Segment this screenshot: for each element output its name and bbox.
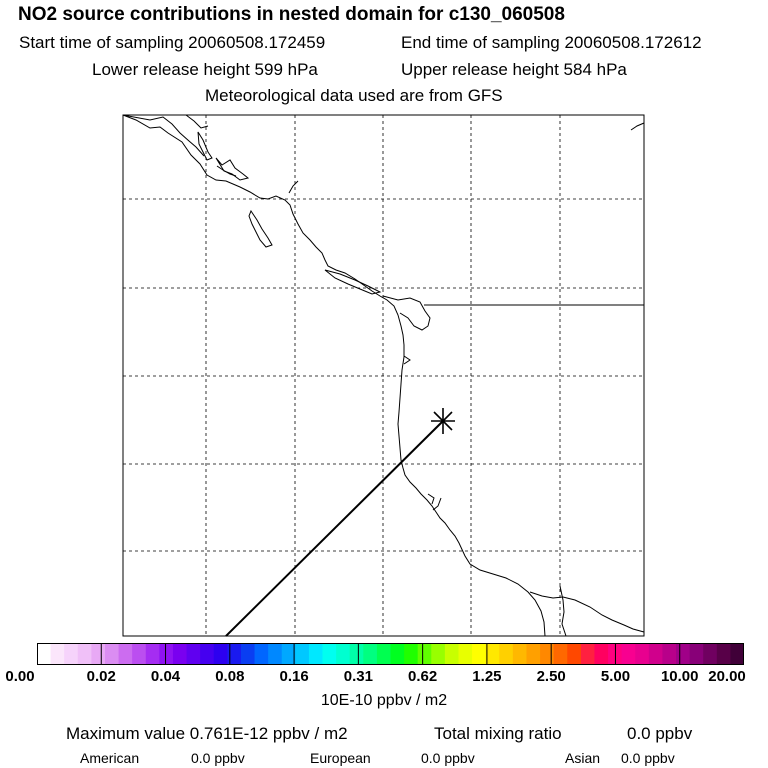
colorbar-swatch [648,643,664,665]
colorbar-swatch [104,643,120,665]
colorbar-swatch [254,643,269,665]
colorbar-swatch [716,643,732,665]
colorbar-swatch [268,643,283,665]
colorbar-swatch [336,643,351,665]
colorbar-swatch [281,643,296,665]
colorbar-swatch [499,643,514,665]
colorbar-tick-label: 0.62 [408,668,438,685]
page-title: NO2 source contributions in nested domai… [18,4,565,25]
colorbar-swatch [417,643,432,665]
start-sampling-text: Start time of sampling 20060508.172459 [19,33,326,52]
colorbar [37,643,744,665]
colorbar-swatch [512,643,528,665]
colorbar-swatch [540,643,555,665]
colorbar-swatch [37,643,52,665]
colorbar-swatch [349,643,364,665]
colorbar-swatch [227,643,242,665]
coastline [122,114,645,637]
colorbar-swatch [172,643,188,665]
total-mixing-value: 0.0 ppbv [627,724,693,743]
colorbar-swatch [676,643,691,665]
colorbar-tick-label: 0.31 [343,668,373,685]
european-label: European [310,750,371,766]
european-value: 0.0 ppbv [421,750,475,766]
colorbar-tick-label: 2.50 [536,668,566,685]
colorbar-swatch [64,643,79,665]
colorbar-tick-label: 10.00 [660,668,699,685]
colorbar-tick-label: 0.02 [86,668,116,685]
colorbar-swatch [145,643,160,665]
colorbar-swatch [363,643,378,665]
colorbar-tick-label: 0.16 [279,668,309,685]
colorbar-swatch [567,643,582,665]
colorbar-swatch [635,643,650,665]
trajectory-line [225,420,444,637]
american-value: 0.0 ppbv [191,750,245,766]
total-mixing-label: Total mixing ratio [434,724,562,743]
colorbar-swatch [213,643,228,665]
colorbar-swatch [621,643,636,665]
colorbar-swatch [91,643,106,665]
lower-release-text: Lower release height 599 hPa [92,60,318,79]
colorbar-swatch [472,643,487,665]
colorbar-tick-label: 0.08 [215,668,245,685]
colorbar-swatch [662,643,677,665]
colorbar-swatch [580,643,596,665]
map-frame [122,114,645,637]
colorbar-tick-label: 5.00 [600,668,631,685]
colorbar-swatch [730,643,744,665]
colorbar-swatch [77,643,92,665]
met-data-text: Meteorological data used are from GFS [205,86,503,105]
end-sampling-text: End time of sampling 20060508.172612 [401,33,702,52]
release-point-marker [431,408,455,434]
colorbar-swatch [376,643,392,665]
colorbar-tick-label: 0.00 [5,668,35,685]
colorbar-swatch [404,643,419,665]
colorbar-swatch [159,643,174,665]
colorbar-tick-label: 1.25 [472,668,502,685]
colorbar-swatch [322,643,337,665]
colorbar-tick-label: 20.00 [708,668,746,685]
colorbar-swatch [485,643,500,665]
colorbar-swatch [553,643,568,665]
colorbar-tick-label: 0.04 [150,668,181,685]
max-value-text: Maximum value 0.761E-12 ppbv / m2 [66,724,348,743]
colorbar-swatch [186,643,201,665]
asian-label: Asian [565,750,601,766]
colorbar-swatch [458,643,473,665]
lat-lon-grid [123,115,644,636]
colorbar-swatch [689,643,704,665]
colorbar-swatch [295,643,310,665]
colorbar-swatch [444,643,460,665]
upper-release-text: Upper release height 584 hPa [401,60,627,79]
colorbar-swatch [50,643,65,665]
colorbar-swatch [703,643,718,665]
colorbar-swatch [200,643,215,665]
asian-value: 0.0 ppbv [621,750,675,766]
colorbar-frame [37,643,744,665]
colorbar-swatch [308,643,324,665]
colorbar-swatch [431,643,446,665]
colorbar-swatch [132,643,147,665]
american-label: American [80,750,140,766]
colorbar-swatch [118,643,133,665]
colorbar-swatch [526,643,541,665]
colorbar-swatch [240,643,256,665]
colorbar-units: 10E-10 ppbv / m2 [320,692,448,709]
colorbar-swatch [594,643,609,665]
colorbar-swatch [390,643,405,665]
